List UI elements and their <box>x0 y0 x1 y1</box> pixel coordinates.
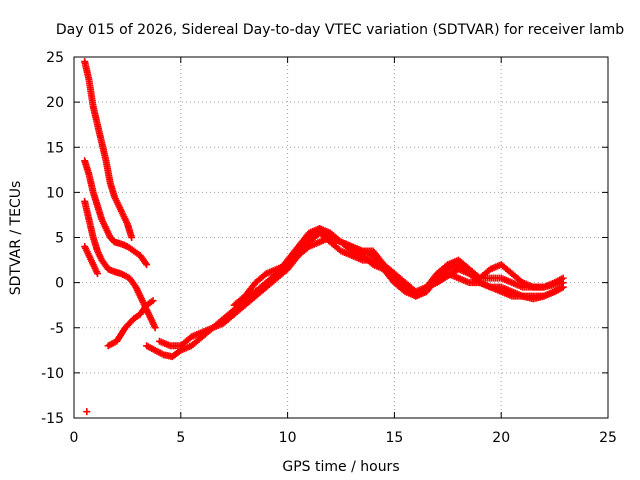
y-tick-label: -15 <box>41 411 64 427</box>
x-tick-label: 0 <box>70 430 79 446</box>
series-track-e <box>104 297 157 350</box>
axis-ticks: 0 5 10 15 20 25 -15 -10 -5 0 5 10 15 20 25 <box>41 50 617 446</box>
x-tick-label: 20 <box>492 430 510 446</box>
y-tick-label: 0 <box>55 276 64 292</box>
y-tick-label: 25 <box>46 50 64 66</box>
data-point <box>83 408 91 416</box>
series-track-b <box>81 157 151 269</box>
series-track-a <box>81 58 136 241</box>
series-track-j <box>241 234 567 305</box>
x-tick-label: 10 <box>279 430 297 446</box>
x-tick-label: 5 <box>176 430 185 446</box>
data-point <box>93 270 101 278</box>
y-axis-label: SDTVAR / TECUs <box>8 181 24 296</box>
data-point <box>149 297 157 305</box>
y-tick-label: 10 <box>46 185 64 201</box>
y-tick-label: -5 <box>50 321 64 337</box>
data-point <box>559 279 567 287</box>
grid <box>74 57 608 418</box>
x-axis-label: GPS time / hours <box>282 459 399 475</box>
x-tick-label: 15 <box>385 430 403 446</box>
series-track-d <box>81 243 101 278</box>
series-track-c <box>81 197 159 332</box>
data-point <box>128 234 136 241</box>
y-tick-label: -10 <box>41 366 64 382</box>
data-point <box>142 259 150 267</box>
data-points <box>81 58 567 416</box>
series-track-i <box>83 408 91 416</box>
plot-frame <box>73 56 609 419</box>
y-tick-label: 5 <box>55 231 64 247</box>
x-tick-label: 25 <box>599 430 617 446</box>
data-point <box>143 261 151 269</box>
y-tick-label: 15 <box>46 140 64 156</box>
y-tick-label: 20 <box>46 95 64 111</box>
data-point <box>151 324 159 332</box>
chart-title: Day 015 of 2026, Sidereal Day-to-day VTE… <box>56 22 624 38</box>
